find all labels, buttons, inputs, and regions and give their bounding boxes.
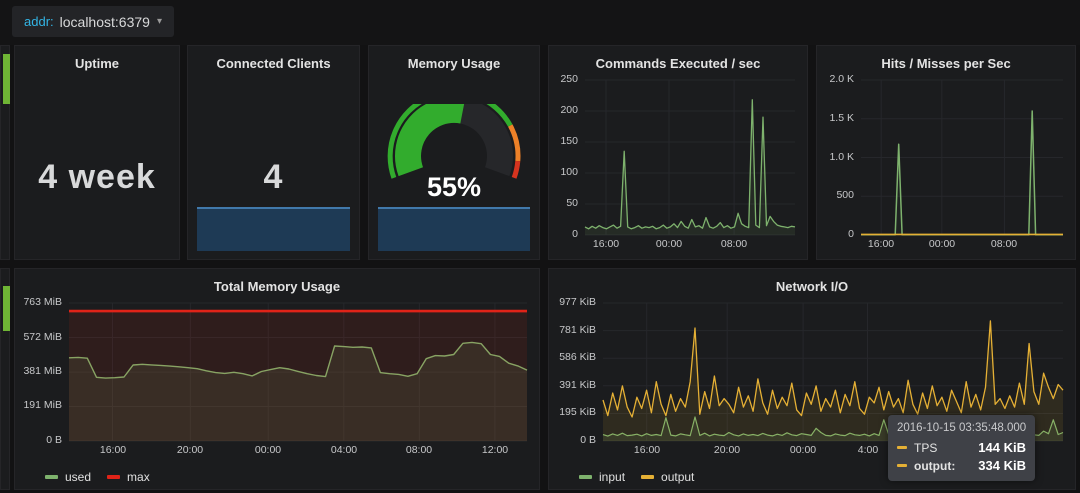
sliver-green-bar — [3, 286, 10, 331]
tooltip-timestamp: 2016-10-15 03:35:48.000 — [897, 422, 1027, 434]
uptime-value: 4 week — [38, 158, 156, 196]
legend-item-output[interactable]: output — [641, 470, 694, 484]
panel-connected-clients-title[interactable]: Connected Clients — [216, 56, 331, 71]
addr-variable-dropdown[interactable]: addr: localhost:6379 ▾ — [12, 6, 174, 37]
total-memory-legend: used max — [45, 470, 150, 484]
sliver-green-bar — [3, 54, 10, 104]
panel-memory-usage-title[interactable]: Memory Usage — [407, 56, 501, 71]
topbar: addr: localhost:6379 ▾ — [0, 0, 1080, 45]
panel-commands-executed: Commands Executed / sec 250 200 150 100 50 0 1… — [548, 45, 808, 260]
panel-hits-misses-title[interactable]: Hits / Misses per Sec — [881, 56, 1011, 71]
legend-item-input[interactable]: input — [579, 470, 625, 484]
commands-executed-chart[interactable]: 250 200 150 100 50 0 16:00 00:00 08:00 — [553, 73, 801, 253]
panel-memory-usage: Memory Usage 55% — [368, 45, 540, 260]
memory-usage-value: 55% — [426, 172, 482, 202]
connected-clients-value: 4 — [263, 158, 284, 196]
panel-connected-clients: Connected Clients 4 — [187, 45, 360, 260]
tooltip-row-tps: TPS 144 KiB — [897, 440, 1026, 455]
hits-misses-chart[interactable]: 2.0 K 1.5 K 1.0 K 500 0 16:00 00:00 08:00 — [821, 73, 1069, 253]
panel-total-memory-title[interactable]: Total Memory Usage — [213, 279, 341, 294]
chevron-down-icon: ▾ — [156, 16, 162, 27]
cropped-panel-sliver-bottom — [0, 268, 10, 490]
addr-variable-value: localhost:6379 — [59, 13, 150, 30]
tooltip-row-output: output: 334 KiB — [897, 458, 1026, 473]
panel-commands-executed-title[interactable]: Commands Executed / sec — [595, 56, 761, 71]
total-memory-chart[interactable]: 763 MiB 572 MiB 381 MiB 191 MiB 0 B 16:00 20:0… — [19, 296, 533, 459]
series-marker-icon — [897, 464, 907, 467]
addr-variable-label: addr: — [24, 14, 54, 29]
panel-hits-misses: Hits / Misses per Sec 2.0 K 1.5 K 1.0 K 500… — [816, 45, 1076, 260]
series-marker-icon — [897, 446, 907, 449]
panel-network-io-title[interactable]: Network I/O — [775, 279, 849, 294]
panel-uptime-title[interactable]: Uptime — [74, 56, 120, 71]
graph-tooltip: 2016-10-15 03:35:48.000 TPS 144 KiB outp… — [888, 415, 1035, 481]
memory-usage-sparkline — [378, 207, 530, 251]
network-io-legend: input output — [579, 470, 694, 484]
panel-total-memory: Total Memory Usage 763 MiB 572 MiB 381 MiB… — [14, 268, 540, 490]
legend-item-max[interactable]: max — [107, 470, 150, 484]
cropped-panel-sliver-top — [0, 45, 10, 260]
panel-uptime: Uptime 4 week — [14, 45, 180, 260]
legend-item-used[interactable]: used — [45, 470, 91, 484]
connected-clients-sparkline — [197, 207, 350, 251]
